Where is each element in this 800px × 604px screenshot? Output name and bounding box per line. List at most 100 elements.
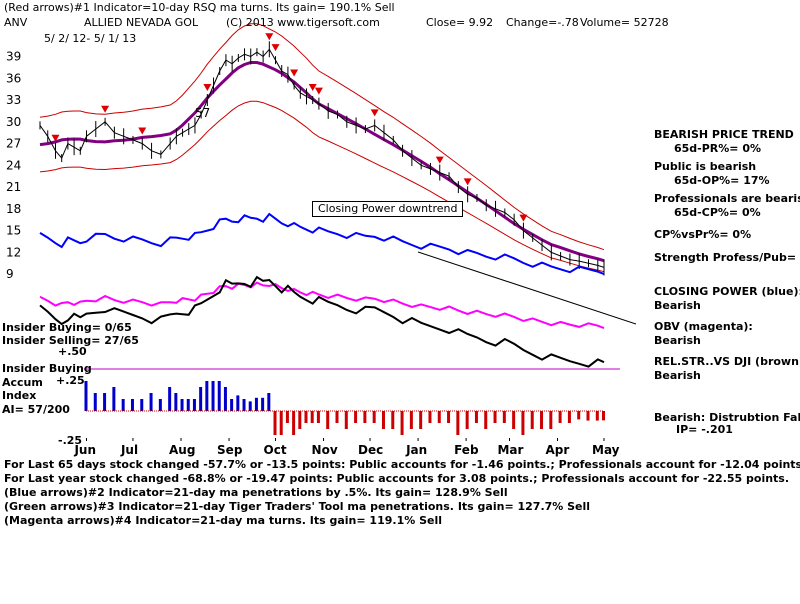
accum-bar-positive — [130, 399, 134, 411]
accum-bar-positive — [230, 399, 234, 411]
accum-bar-positive — [242, 399, 246, 411]
accum-bar-positive — [267, 393, 271, 411]
accum-bar-negative — [437, 411, 441, 423]
accum-bar-positive — [205, 381, 209, 411]
red-sell-arrow — [308, 84, 317, 92]
ai-value: AI= 57/200 — [2, 403, 70, 416]
accum-bar-negative — [363, 411, 367, 423]
plus25-label: +.25 — [56, 374, 85, 387]
relstr-value: Bearish — [654, 369, 701, 382]
accum-bar-positive — [180, 399, 184, 411]
accum-bar-positive — [186, 399, 190, 411]
price-line — [39, 48, 605, 268]
closing-power-line — [39, 212, 605, 276]
change-value: Change=-.78 — [506, 16, 579, 29]
upper-band-line — [39, 23, 605, 251]
bearish-price-trend: BEARISH PRICE TREND — [654, 128, 794, 141]
accum-bar-positive — [84, 381, 88, 411]
accum-bar-negative — [558, 411, 562, 423]
accum-bar-negative — [381, 411, 385, 429]
obv-value: Bearish — [654, 334, 701, 347]
pr-value: 65d-PR%= 0% — [674, 142, 762, 155]
red-sell-arrow — [314, 87, 323, 95]
accum-bar-negative — [577, 411, 581, 420]
accum-bar-negative — [465, 411, 469, 429]
accum-bar-positive — [254, 397, 258, 411]
accum-bar-positive — [211, 381, 215, 411]
plus50-label: +.50 — [58, 345, 87, 358]
accum-bar-positive — [112, 387, 116, 411]
x-tick-label-may: May — [592, 443, 620, 457]
accum-bar-negative — [344, 411, 348, 429]
x-tick-label-jun: Jun — [73, 443, 96, 457]
volume-value: Volume= 52728 — [580, 16, 669, 29]
accum-bar-negative — [354, 411, 358, 423]
accum-bar-negative — [521, 411, 525, 435]
accum-bar-negative — [447, 411, 451, 423]
accum-bar-negative — [292, 411, 296, 435]
accum-bar-negative — [493, 411, 497, 423]
footer-line-2: For Last year stock changed -68.8% or -1… — [4, 472, 790, 485]
cp-vs-pr: CP%vsPr%= 0% — [654, 228, 752, 241]
accum-bar-negative — [586, 411, 590, 421]
accum-bar-negative — [567, 411, 571, 423]
accum-bar-negative — [456, 411, 460, 435]
y-tick-label-30: 30 — [6, 115, 21, 129]
red-sell-arrow — [463, 178, 472, 186]
accum-bar-negative — [285, 411, 289, 423]
company-name: ALLIED NEVADA GOL — [84, 16, 199, 29]
accum-bar-negative — [474, 411, 478, 423]
accum-bar-negative — [502, 411, 506, 423]
accum-bar-positive — [236, 395, 240, 411]
footer-line-3: (Blue arrows)#2 Indicator=21-day ma pene… — [4, 486, 508, 499]
downtrend-line — [417, 251, 637, 325]
close-value: Close= 9.92 — [426, 16, 494, 29]
y-tick-label-15: 15 — [6, 224, 21, 238]
y-tick-label-39: 39 — [6, 50, 21, 64]
y-tick-label-12: 12 — [6, 245, 21, 259]
professionals-bearish: Professionals are bearish — [654, 192, 800, 205]
accum-bar-negative — [298, 411, 302, 429]
accum-bar-negative — [512, 411, 516, 429]
x-tick-label-mar: Mar — [497, 443, 523, 457]
y-tick-label-24: 24 — [6, 158, 21, 172]
cp-value: 65d-CP%= 0% — [674, 206, 761, 219]
y-tick-label-27: 27 — [6, 137, 21, 151]
accum-bar-positive — [140, 399, 144, 411]
insider-buying-line-label: Insider Buying — [2, 362, 92, 375]
relative-strength-line — [39, 275, 605, 368]
obv-label: OBV (magenta): — [654, 320, 753, 333]
accum-bar-positive — [174, 393, 178, 411]
accum-bar-negative — [391, 411, 395, 429]
accum-bar-negative — [304, 411, 308, 423]
accum-bar-positive — [248, 401, 252, 411]
accum-bar-negative — [595, 411, 599, 421]
y-tick-label-36: 36 — [6, 71, 21, 85]
ip-value: IP= -.201 — [676, 423, 733, 436]
strength-profess-pub: Strength Profess/Pub= 8.2 — [654, 251, 800, 264]
x-tick-label-apr: Apr — [546, 443, 570, 457]
accum-bar-negative — [372, 411, 376, 423]
footer-line-1: For Last 65 days stock changed -57.7% or… — [4, 458, 800, 471]
red-sell-arrow — [265, 33, 274, 41]
accum-bar-negative — [326, 411, 330, 429]
red-sell-arrow — [51, 134, 60, 142]
y-tick-label-9: 9 — [6, 267, 14, 281]
accum-bar-negative — [602, 411, 605, 421]
accum-bar-positive — [199, 387, 203, 411]
accum-bar-positive — [103, 393, 107, 411]
x-tick-label-feb: Feb — [454, 443, 479, 457]
red-sell-arrow — [138, 127, 147, 135]
y-tick-label-21: 21 — [6, 180, 21, 194]
lower-band-line — [39, 100, 605, 273]
x-tick-label-sep: Sep — [217, 443, 243, 457]
red-arrows-legend: (Red arrows)#1 Indicator=10-day RSQ ma t… — [4, 1, 395, 14]
x-tick-label-jan: Jan — [405, 443, 427, 457]
x-tick-label-aug: Aug — [169, 443, 195, 457]
footer-line-4: (Green arrows)#3 Indicator=21-day Tiger … — [4, 500, 591, 513]
accum-bar-negative — [310, 411, 314, 423]
x-tick-label-oct: Oct — [264, 443, 287, 457]
date-range: 5/ 2/ 12- 5/ 1/ 13 — [44, 32, 137, 45]
